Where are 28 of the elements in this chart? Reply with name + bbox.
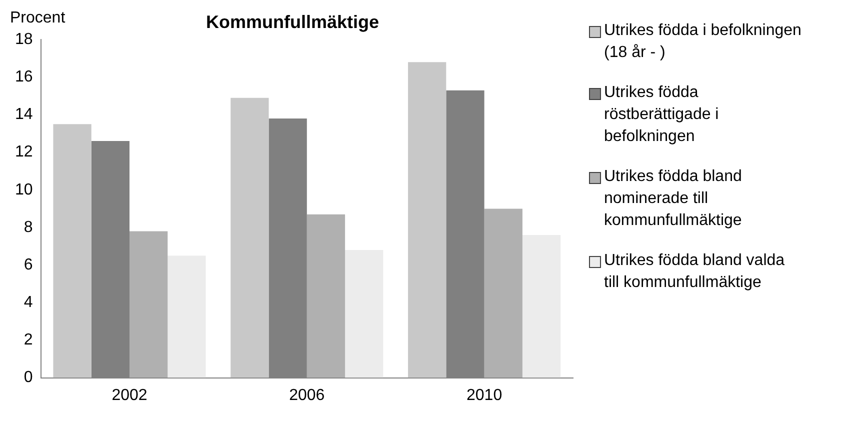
y-tick-label: 6	[24, 256, 33, 274]
y-tick-label: 2	[24, 332, 33, 349]
y-tick-label: 16	[15, 68, 33, 86]
bar	[408, 62, 446, 378]
y-axis-title: Procent	[10, 9, 66, 26]
legend-label: Utrikes födda bland nominerade till kommunfullmäktige	[604, 167, 743, 231]
legend-label: Utrikes födda i befolkningen (18 år - )	[604, 21, 802, 63]
bar	[484, 208, 522, 378]
x-tick-label: 2006	[289, 386, 325, 404]
bar	[168, 256, 206, 378]
chart-title: Kommunfullmäktige	[206, 12, 380, 32]
bar	[306, 214, 346, 378]
y-tick-label: 0	[24, 369, 33, 386]
y-tick-label: 18	[15, 31, 33, 48]
x-tick-label: 2010	[466, 386, 502, 404]
y-tick-label: 12	[15, 144, 33, 161]
y-tick-label: 8	[24, 218, 33, 236]
x-tick-label: 2002	[112, 386, 148, 404]
bar	[345, 250, 384, 378]
y-tick-label: 10	[15, 181, 33, 198]
bar	[230, 98, 269, 378]
y-tick-label: 4	[24, 294, 33, 312]
legend-label: Utrikes födda bland valda till kommunfullmäktige	[604, 251, 786, 293]
bar	[522, 235, 561, 378]
bar	[53, 124, 92, 378]
y-tick-label: 14	[15, 106, 33, 124]
legend-label: Utrikes födda röstberättigade i befolkningen	[604, 83, 720, 147]
bar	[130, 231, 168, 378]
